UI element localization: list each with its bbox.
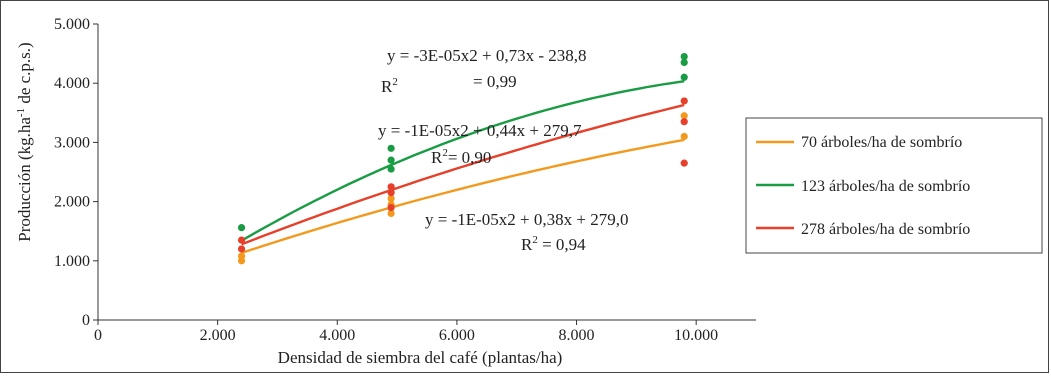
legend-item-278: 278 árboles/ha de sombrío — [756, 221, 970, 238]
fit-curves — [241, 80, 685, 255]
legend-label-70: 70 árboles/ha de sombrío — [801, 134, 962, 151]
data-point-series-1 — [237, 224, 246, 232]
r2-278-label: R2= 0,90 — [431, 147, 491, 167]
legend-box — [745, 117, 1043, 254]
y-tick-label: 4.000 — [54, 75, 90, 92]
data-point-series-2 — [387, 203, 395, 212]
data-point-series-0 — [387, 195, 395, 203]
x-tick-label: 4.000 — [319, 327, 355, 344]
axes: 0 2.000 4.000 6.000 8.000 10.000 0 1.000 2.000 3.… — [54, 16, 756, 344]
x-tick-label: 8.000 — [559, 327, 595, 344]
x-tick-label: 0 — [94, 327, 102, 344]
data-point-series-2 — [387, 189, 395, 197]
data-point-series-2 — [680, 159, 688, 167]
data-point-series-1 — [680, 58, 688, 67]
y-tick-label: 5.000 — [54, 16, 90, 33]
y-tick-label: 2.000 — [54, 194, 90, 211]
data-point-series-0 — [680, 132, 688, 141]
legend: 70 árboles/ha de sombrío 123 árboles/ha … — [745, 117, 1043, 254]
legend-label-123: 123 árboles/ha de sombrío — [801, 178, 970, 195]
legend-item-123: 123 árboles/ha de sombrío — [756, 178, 970, 195]
fit-curve-series-2 — [241, 103, 685, 246]
y-tick-label: 0 — [82, 312, 90, 329]
data-point-series-2 — [680, 97, 688, 105]
y-tick-label: 1.000 — [54, 253, 90, 270]
legend-item-70: 70 árboles/ha de sombrío — [756, 134, 962, 151]
data-point-series-0 — [680, 112, 688, 120]
data-point-series-1 — [387, 156, 395, 164]
data-point-series-0 — [387, 209, 395, 218]
data-point-series-0 — [237, 252, 246, 260]
data-point-series-2 — [387, 183, 395, 191]
x-tick-label: 6.000 — [439, 327, 475, 344]
fit-curve-series-0 — [241, 138, 685, 255]
x-tick-label: 2.000 — [200, 327, 236, 344]
x-axis-title: Densidad de siembra del café (plantas/ha… — [278, 348, 563, 367]
equation-70-text: y = -1E-05x2 + 0,38x + 279,0 — [425, 210, 628, 229]
data-point-series-2 — [680, 118, 688, 126]
equation-278: y = -1E-05x2 + 0,44x + 279,7 R2= 0,90 — [378, 121, 582, 167]
data-points — [237, 52, 688, 265]
legend-label-278: 278 árboles/ha de sombrío — [801, 221, 970, 238]
r2-123-label: R2 — [381, 76, 398, 96]
r2-123-value: = 0,99 — [473, 72, 517, 91]
fit-curve-series-1 — [241, 80, 685, 242]
r2-70-label: R2 = 0,94 — [521, 234, 586, 254]
data-point-series-2 — [237, 245, 246, 253]
equation-123: y = -3E-05x2 + 0,73x - 238,8 R2 = 0,99 — [381, 46, 587, 96]
equation-70: y = -1E-05x2 + 0,38x + 279,0 R2 = 0,94 — [425, 210, 628, 254]
equation-123-text: y = -3E-05x2 + 0,73x - 238,8 — [387, 46, 587, 65]
data-point-series-1 — [387, 144, 395, 152]
y-axis-title: Producción (kg.ha-1 de c.p.s.) — [15, 42, 34, 241]
data-point-series-2 — [237, 236, 246, 244]
x-tick-label: 10.000 — [674, 327, 718, 344]
data-point-series-1 — [387, 165, 395, 173]
y-tick-label: 3.000 — [54, 134, 90, 151]
data-point-series-1 — [680, 52, 688, 61]
data-point-series-1 — [680, 73, 688, 81]
equation-278-text: y = -1E-05x2 + 0,44x + 279,7 — [378, 121, 582, 140]
